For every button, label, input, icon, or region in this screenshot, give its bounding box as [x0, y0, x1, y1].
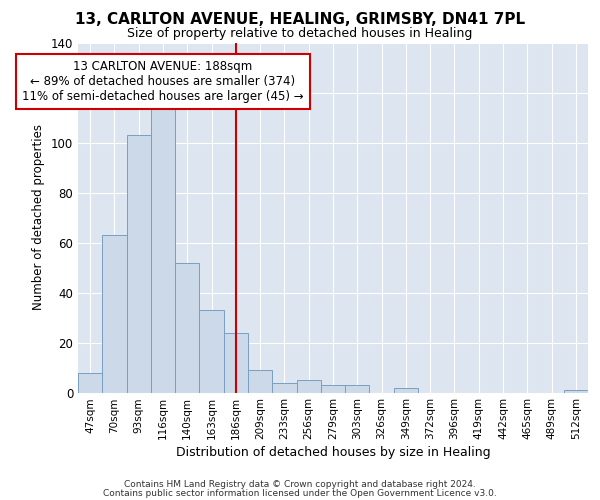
Bar — [224, 332, 248, 392]
Bar — [102, 235, 127, 392]
Y-axis label: Number of detached properties: Number of detached properties — [32, 124, 45, 310]
Text: 13 CARLTON AVENUE: 188sqm
← 89% of detached houses are smaller (374)
11% of semi: 13 CARLTON AVENUE: 188sqm ← 89% of detac… — [22, 60, 304, 103]
Bar — [248, 370, 272, 392]
Bar — [345, 385, 370, 392]
Bar — [564, 390, 588, 392]
X-axis label: Distribution of detached houses by size in Healing: Distribution of detached houses by size … — [176, 446, 490, 460]
Text: Contains HM Land Registry data © Crown copyright and database right 2024.: Contains HM Land Registry data © Crown c… — [124, 480, 476, 489]
Bar — [296, 380, 321, 392]
Text: 13, CARLTON AVENUE, HEALING, GRIMSBY, DN41 7PL: 13, CARLTON AVENUE, HEALING, GRIMSBY, DN… — [75, 12, 525, 28]
Text: Contains public sector information licensed under the Open Government Licence v3: Contains public sector information licen… — [103, 489, 497, 498]
Bar — [127, 135, 151, 392]
Bar — [175, 262, 199, 392]
Bar — [199, 310, 224, 392]
Bar — [151, 105, 175, 393]
Bar — [78, 372, 102, 392]
Bar — [321, 385, 345, 392]
Bar — [272, 382, 296, 392]
Bar — [394, 388, 418, 392]
Text: Size of property relative to detached houses in Healing: Size of property relative to detached ho… — [127, 28, 473, 40]
